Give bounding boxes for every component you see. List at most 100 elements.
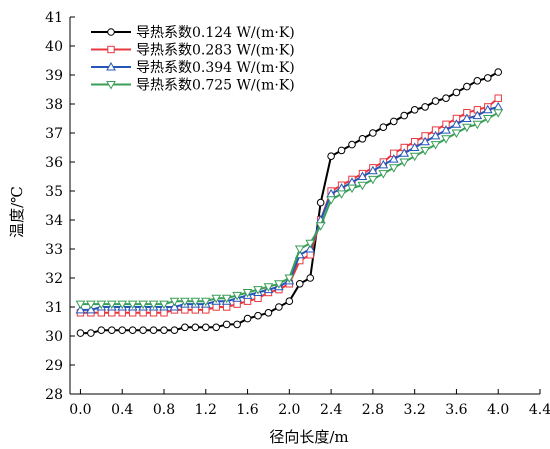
data-point xyxy=(473,77,482,85)
data-point xyxy=(493,101,504,111)
legend-entry-2: 导热系数0.283 W/(m·K) xyxy=(91,43,295,59)
data-point xyxy=(410,106,419,114)
data-point xyxy=(451,119,462,128)
data-point xyxy=(160,309,168,317)
data-point xyxy=(378,170,389,179)
y-axis-title: 温度/℃ xyxy=(8,186,26,238)
data-point xyxy=(149,309,158,317)
series-group xyxy=(75,68,504,337)
data-point xyxy=(285,297,294,306)
data-point xyxy=(86,300,96,310)
data-point xyxy=(451,129,462,139)
data-point xyxy=(462,123,472,133)
x-tick-label: 4.4 xyxy=(529,402,550,418)
y-tick-label: 41 xyxy=(45,10,63,26)
data-point xyxy=(316,198,325,207)
data-point xyxy=(462,113,472,122)
series-line xyxy=(80,71,499,335)
x-tick-label: 3.2 xyxy=(404,402,426,418)
data-point xyxy=(337,146,346,155)
data-point xyxy=(315,222,326,231)
data-point xyxy=(139,326,147,335)
data-point xyxy=(357,181,368,191)
data-point xyxy=(200,297,211,307)
data-point xyxy=(232,291,242,301)
x-tick-label: 3.6 xyxy=(445,402,467,418)
data-point xyxy=(493,109,504,118)
legend-marker xyxy=(107,45,115,54)
data-point xyxy=(420,146,430,156)
x-axis-title: 径向长度/m xyxy=(269,428,348,446)
data-point xyxy=(264,309,273,317)
data-point xyxy=(442,94,450,102)
legend-label: 导热系数0.124 W/(m·K) xyxy=(136,25,295,41)
data-point xyxy=(181,306,189,314)
data-point xyxy=(494,68,503,76)
data-point xyxy=(97,326,106,335)
y-tick-label: 29 xyxy=(45,358,63,374)
legend-entry-4: 导热系数0.725 W/(m·K) xyxy=(91,78,295,94)
y-tick-label: 40 xyxy=(45,39,63,55)
legend-marker xyxy=(107,28,115,36)
data-point xyxy=(409,142,420,151)
data-point xyxy=(169,297,180,307)
data-point xyxy=(389,117,398,126)
data-point xyxy=(399,158,410,168)
x-tick-label: 0.0 xyxy=(69,402,91,418)
data-point xyxy=(169,301,180,311)
data-point xyxy=(202,306,210,314)
data-point xyxy=(263,283,274,292)
series-4 xyxy=(75,109,504,310)
data-point xyxy=(388,164,399,173)
data-point xyxy=(379,123,388,131)
data-point xyxy=(305,243,316,253)
data-point xyxy=(139,309,147,317)
y-tick-label: 30 xyxy=(45,329,63,345)
data-point xyxy=(128,326,137,335)
data-point xyxy=(275,303,283,311)
data-point xyxy=(348,140,356,149)
data-point xyxy=(472,110,483,120)
data-point xyxy=(148,300,159,310)
data-point xyxy=(243,314,252,323)
legend-entry-3: 导热系数0.394 W/(m·K) xyxy=(91,60,295,76)
y-tick-label: 28 xyxy=(45,387,63,403)
data-point xyxy=(347,184,357,194)
data-point xyxy=(96,300,107,310)
data-point xyxy=(118,326,127,335)
data-point xyxy=(441,135,451,144)
x-tick-label: 1.6 xyxy=(236,402,258,418)
data-point xyxy=(327,152,335,160)
x-tick-label: 0.8 xyxy=(153,402,175,418)
y-tick-label: 39 xyxy=(45,68,63,84)
data-point xyxy=(160,326,168,335)
data-point xyxy=(75,300,86,310)
data-point xyxy=(254,294,262,303)
data-point xyxy=(305,239,316,249)
data-point xyxy=(430,130,441,140)
data-point xyxy=(242,289,253,298)
y-tick-label: 31 xyxy=(45,300,63,316)
data-point xyxy=(254,311,262,320)
data-point xyxy=(149,326,158,335)
data-point xyxy=(294,245,305,255)
x-tick-label: 2.0 xyxy=(278,402,300,418)
data-point xyxy=(87,329,95,337)
data-point xyxy=(284,274,295,284)
y-tick-label: 37 xyxy=(45,126,63,142)
y-tick-label: 33 xyxy=(45,242,63,258)
data-point xyxy=(306,274,315,282)
data-point xyxy=(233,320,241,329)
series-1 xyxy=(76,68,503,337)
y-tick-label: 36 xyxy=(45,155,63,171)
legend-marker xyxy=(106,81,116,90)
legend-label: 导热系数0.283 W/(m·K) xyxy=(136,43,295,59)
data-point xyxy=(431,97,440,105)
legend-label: 导热系数0.725 W/(m·K) xyxy=(136,78,295,94)
data-point xyxy=(421,103,429,111)
data-point xyxy=(463,82,471,91)
data-point xyxy=(243,297,252,305)
x-tick-label: 1.2 xyxy=(195,402,217,418)
